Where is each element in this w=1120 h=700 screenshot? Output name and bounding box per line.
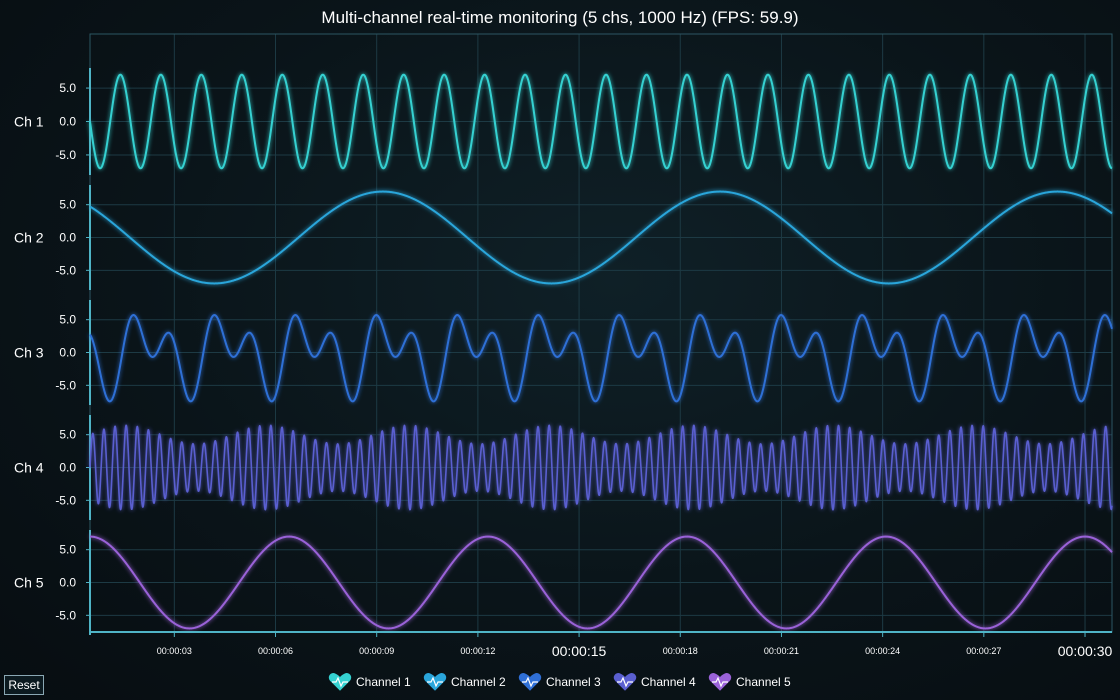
x-tick-label: 00:00:24 <box>865 646 900 656</box>
y-tick-label: -5.0 <box>55 378 76 392</box>
series-line-ch3 <box>89 314 1113 403</box>
y-tick-label: -5.0 <box>55 608 76 622</box>
channel-axis-label: Ch 3 <box>14 345 44 361</box>
series-line-ch2 <box>89 190 1113 285</box>
legend-label: Channel 2 <box>451 675 506 689</box>
y-tick-label: 0.0 <box>59 115 76 129</box>
y-tick-label: 0.0 <box>59 231 76 245</box>
y-axes: 5.0 0.0 -5.0 Ch 1 5.0 0.0 -5.0 Ch 2 5.0 0.0 -5.0 Ch… <box>14 68 91 635</box>
legend-label: Channel 4 <box>641 675 696 689</box>
x-tick-label: 00:00:15 <box>552 643 607 659</box>
x-tick-label: 00:00:21 <box>764 646 799 656</box>
x-tick-label: 00:00:03 <box>157 646 192 656</box>
y-tick-label: -5.0 <box>55 493 76 507</box>
y-tick-label: 5.0 <box>59 543 76 557</box>
chart-title: Multi-channel real-time monitoring (5 ch… <box>321 8 799 27</box>
y-tick-label: 0.0 <box>59 461 76 475</box>
legend-label: Channel 3 <box>546 675 601 689</box>
legend-item-ch5[interactable]: Channel 5 <box>708 673 791 691</box>
series-layer <box>89 73 1113 630</box>
series-line-ch1 <box>89 73 1113 170</box>
y-tick-label: -5.0 <box>55 263 76 277</box>
y-tick-label: 5.0 <box>59 198 76 212</box>
plot-frame <box>89 33 1113 633</box>
pulse-icon <box>712 676 728 688</box>
channel-axis-label: Ch 2 <box>14 230 44 246</box>
y-tick-label: -5.0 <box>55 148 76 162</box>
pulse-icon <box>617 676 633 688</box>
y-tick-label: 0.0 <box>59 576 76 590</box>
pulse-icon <box>332 676 348 688</box>
y-tick-label: 5.0 <box>59 428 76 442</box>
x-tick-label: 00:00:18 <box>663 646 698 656</box>
x-tick-label: 00:00:12 <box>460 646 495 656</box>
x-tick-label: 00:00:27 <box>966 646 1001 656</box>
x-axis: 00:00:03 00:00:06 00:00:09 00:00:12 00:00:15… <box>90 631 1113 659</box>
grid <box>90 34 1112 632</box>
legend-label: Channel 1 <box>356 675 411 689</box>
legend: Channel 1 Channel 2 Channel 3 Channel 4 Chan… <box>328 673 791 691</box>
x-tick-label: 00:00:06 <box>258 646 293 656</box>
channel-axis-label: Ch 5 <box>14 575 44 591</box>
pulse-icon <box>522 676 538 688</box>
legend-item-ch4[interactable]: Channel 4 <box>613 673 696 691</box>
legend-label: Channel 5 <box>736 675 791 689</box>
legend-item-ch3[interactable]: Channel 3 <box>518 673 601 691</box>
x-tick-label: 00:00:09 <box>359 646 394 656</box>
series-line-ch4 <box>89 424 1113 511</box>
plot-border <box>89 33 1113 633</box>
channel-axis-label: Ch 1 <box>14 114 44 130</box>
legend-item-ch2[interactable]: Channel 2 <box>423 673 506 691</box>
y-tick-label: 5.0 <box>59 81 76 95</box>
reset-button[interactable]: Reset <box>4 675 44 695</box>
y-tick-label: 0.0 <box>59 346 76 360</box>
legend-item-ch1[interactable]: Channel 1 <box>328 673 411 691</box>
x-tick-label: 00:00:30 <box>1058 643 1113 659</box>
series-line-ch5 <box>89 535 1113 630</box>
y-tick-label: 5.0 <box>59 313 76 327</box>
channel-axis-label: Ch 4 <box>14 460 44 476</box>
pulse-icon <box>427 676 443 688</box>
